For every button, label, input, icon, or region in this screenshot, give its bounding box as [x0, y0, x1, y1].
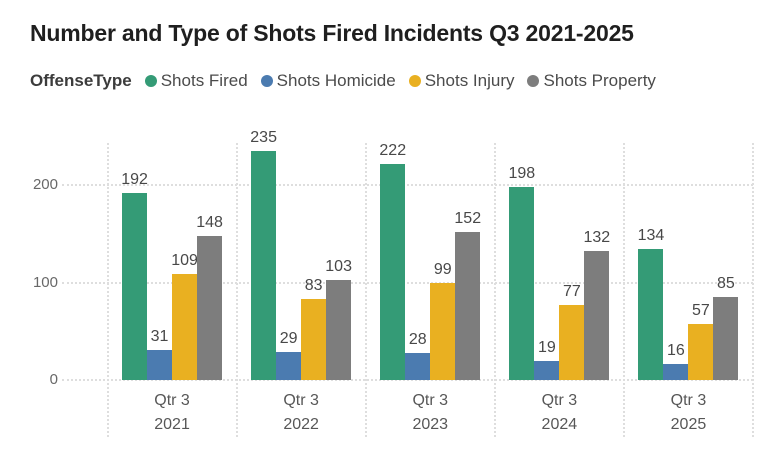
bar-shots-fired-2023[interactable] [380, 163, 406, 380]
legend-title: OffenseType [30, 71, 132, 90]
x-axis-label: Qtr 3 2023 [366, 389, 495, 437]
bar-value-label: 192 [121, 170, 148, 188]
bar-value-label: 83 [304, 277, 323, 295]
x-axis-label-line: 2025 [670, 416, 707, 433]
bar-shots-property-2025[interactable] [713, 297, 739, 380]
x-axis-label: Qtr 3 2025 [624, 389, 753, 437]
bar-value-label: 132 [583, 229, 611, 247]
legend-item-label: Shots Fired [160, 71, 248, 90]
bar-shots-fired-2025[interactable] [638, 249, 664, 380]
y-gridline [62, 184, 753, 186]
bar-value-label: 19 [537, 339, 556, 357]
y-gridline [62, 379, 753, 381]
bar-value-label: 134 [637, 227, 665, 245]
legend-item-label: Shots Homicide [276, 71, 396, 90]
bar-shots-injury-2021[interactable] [172, 273, 198, 380]
bar-shots-injury-2022[interactable] [301, 299, 327, 380]
legend-item-shots-property[interactable]: Shots Property [527, 71, 656, 91]
bar-shots-property-2022[interactable] [326, 279, 352, 380]
x-axis-label-line: Qtr 3 [412, 392, 449, 409]
bar-value-label: 103 [325, 257, 352, 275]
x-axis-label-line: Qtr 3 [670, 392, 707, 409]
legend-item-shots-injury[interactable]: Shots Injury [408, 71, 515, 91]
legend-swatch-icon [527, 75, 540, 87]
bar-shots-injury-2023[interactable] [430, 283, 456, 380]
y-axis-tick-label: 0 [49, 371, 58, 388]
bar-value-label: 77 [562, 282, 581, 300]
x-axis-label: Qtr 3 2022 [237, 389, 366, 437]
category-separator [106, 143, 109, 437]
y-gridline [62, 281, 753, 284]
bar-shots-fired-2022[interactable] [251, 150, 277, 380]
x-axis-label: Qtr 3 2024 [495, 389, 624, 437]
category-separator [622, 143, 625, 437]
category-separator [364, 143, 367, 437]
category-separator [752, 143, 754, 437]
bar-shots-fired-2024[interactable] [509, 186, 535, 380]
y-axis-tick-label: 200 [32, 176, 58, 193]
bar-value-label: 57 [692, 302, 710, 320]
bar-value-label: 109 [171, 251, 198, 269]
legend-item-shots-fired[interactable]: Shots Fired [144, 71, 248, 91]
bar-value-label: 152 [454, 209, 482, 227]
bar-value-label: 198 [508, 164, 536, 182]
bar-shots-homicide-2023[interactable] [405, 352, 431, 380]
chart-title: Number and Type of Shots Fired Incidents… [30, 20, 634, 46]
legend: OffenseType Shots Fired Shots Homicide Sho… [30, 71, 656, 91]
legend-item-label: Shots Property [543, 71, 656, 90]
bar-value-label: 148 [196, 213, 223, 231]
x-axis-label-line: 2024 [541, 416, 578, 433]
x-axis-label-line: 2022 [283, 416, 319, 433]
bar-shots-injury-2025[interactable] [688, 324, 714, 380]
bar-shots-homicide-2025[interactable] [663, 364, 689, 380]
bar-value-label: 235 [250, 128, 277, 146]
category-separator [235, 143, 238, 437]
bar-value-label: 85 [717, 275, 735, 293]
bar-shots-fired-2021[interactable] [122, 192, 148, 380]
bar-shots-injury-2024[interactable] [559, 304, 585, 380]
legend-swatch-icon [144, 75, 157, 87]
y-axis-tick-label: 100 [32, 273, 58, 291]
bar-value-label: 29 [279, 329, 298, 347]
x-axis-label-line: Qtr 3 [154, 392, 190, 409]
bar-value-label: 222 [379, 141, 407, 159]
legend-item-shots-homicide[interactable]: Shots Homicide [260, 71, 396, 91]
bar-shots-property-2024[interactable] [584, 251, 610, 380]
x-axis-label-line: 2023 [412, 416, 449, 433]
x-axis-label: Qtr 3 2021 [108, 389, 237, 437]
bar-shots-property-2023[interactable] [455, 231, 481, 380]
bar-value-label: 16 [667, 342, 685, 360]
x-axis-label-line: 2021 [154, 416, 190, 433]
legend-swatch-icon [408, 75, 421, 87]
x-axis-label-line: Qtr 3 [283, 392, 319, 409]
bar-value-label: 28 [408, 330, 427, 348]
bar-shots-property-2021[interactable] [197, 235, 223, 380]
legend-item-label: Shots Injury [424, 71, 515, 90]
category-separator [493, 143, 496, 437]
x-axis-label-line: Qtr 3 [541, 392, 578, 409]
legend-swatch-icon [260, 75, 273, 87]
bar-shots-homicide-2021[interactable] [147, 349, 173, 380]
bar-shots-homicide-2024[interactable] [534, 361, 560, 380]
bar-value-label: 31 [150, 327, 169, 345]
bar-value-label: 99 [433, 261, 452, 279]
bar-shots-homicide-2022[interactable] [276, 351, 302, 380]
